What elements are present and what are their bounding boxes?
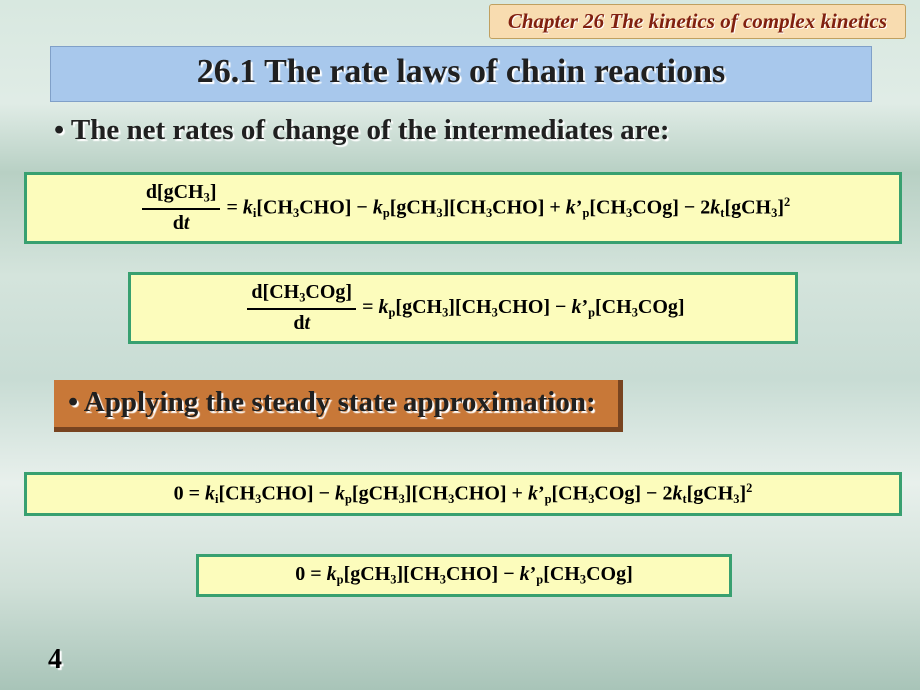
rhs: = ki[CH3CHO] − kp[gCH3][CH3CHO] + k’p[CH… — [226, 195, 790, 221]
page-number-text: 4 — [48, 644, 62, 675]
equation-steady-ch3cog: 0 = kp[gCH3][CH3CHO] − k’p[CH3COg] — [196, 554, 732, 597]
section-title-text: 26.1 The rate laws of chain reactions — [197, 53, 726, 90]
denominator: dt — [289, 310, 314, 335]
numerator: d[CH3COg] — [247, 281, 356, 310]
section-title: 26.1 The rate laws of chain reactions — [50, 46, 872, 102]
denominator: dt — [169, 210, 194, 235]
chapter-banner: Chapter 26 The kinetics of complex kinet… — [489, 4, 906, 39]
line: 0 = ki[CH3CHO] − kp[gCH3][CH3CHO] + k’p[… — [174, 481, 753, 507]
chapter-banner-text: Chapter 26 The kinetics of complex kinet… — [508, 9, 887, 33]
subheading-steady-state: • Applying the steady state approximatio… — [54, 380, 623, 432]
equation-dgch3-dt: d[gCH3] dt = ki[CH3CHO] − kp[gCH3][CH3CH… — [24, 172, 902, 244]
rhs: = kp[gCH3][CH3CHO] − k’p[CH3COg] — [362, 296, 684, 321]
subheading-intermediates-text: • The net rates of change of the interme… — [54, 114, 670, 146]
numerator: d[gCH3] — [142, 181, 221, 210]
fraction: d[gCH3] dt — [142, 181, 221, 235]
slide: Chapter 26 The kinetics of complex kinet… — [0, 0, 920, 690]
line: 0 = kp[gCH3][CH3CHO] − k’p[CH3COg] — [295, 563, 632, 588]
equation-dch3cog-dt: d[CH3COg] dt = kp[gCH3][CH3CHO] − k’p[CH… — [128, 272, 798, 344]
page-number: 4 — [48, 644, 62, 676]
equation-steady-gch3: 0 = ki[CH3CHO] − kp[gCH3][CH3CHO] + k’p[… — [24, 472, 902, 516]
subheading-steady-state-text: • Applying the steady state approximatio… — [68, 386, 596, 418]
fraction: d[CH3COg] dt — [247, 281, 356, 335]
subheading-intermediates: • The net rates of change of the interme… — [54, 114, 670, 147]
